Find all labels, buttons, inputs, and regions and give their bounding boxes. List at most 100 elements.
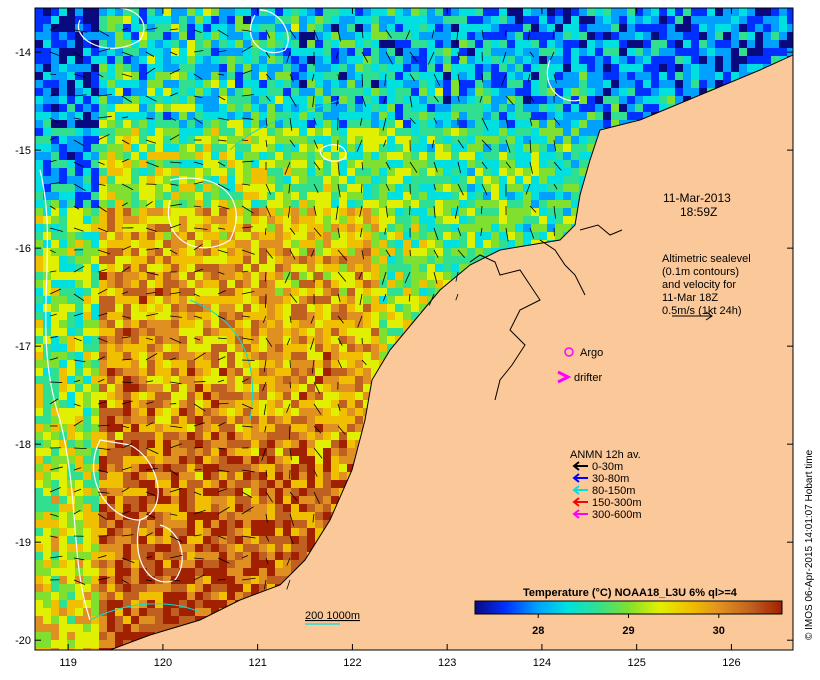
sst-cell (227, 248, 235, 256)
sst-cell (219, 8, 227, 16)
sst-cell (347, 24, 355, 32)
sst-cell (587, 24, 595, 32)
sst-cell (187, 352, 195, 360)
sst-cell (51, 344, 59, 352)
sst-cell (219, 328, 227, 336)
sst-cell (331, 24, 339, 32)
sst-cell (179, 392, 187, 400)
sst-cell (315, 176, 323, 184)
sst-cell (235, 248, 243, 256)
sst-cell (467, 112, 475, 120)
sst-cell (35, 120, 43, 128)
sst-cell (187, 392, 195, 400)
sst-cell (259, 248, 267, 256)
sst-cell (387, 240, 395, 248)
sst-cell (331, 144, 339, 152)
sst-cell (115, 88, 123, 96)
sst-cell (555, 72, 563, 80)
sst-cell (35, 176, 43, 184)
sst-cell (179, 168, 187, 176)
sst-cell (259, 416, 267, 424)
sst-cell (67, 328, 75, 336)
sst-cell (211, 96, 219, 104)
sst-cell (427, 112, 435, 120)
sst-cell (459, 264, 467, 272)
sst-cell (267, 200, 275, 208)
sst-cell (507, 56, 515, 64)
sst-cell (179, 312, 187, 320)
sst-cell (243, 160, 251, 168)
sst-cell (259, 32, 267, 40)
sst-cell (347, 328, 355, 336)
sst-cell (235, 224, 243, 232)
sst-cell (347, 320, 355, 328)
sst-cell (299, 424, 307, 432)
sst-cell (107, 184, 115, 192)
sst-cell (91, 416, 99, 424)
sst-cell (315, 24, 323, 32)
sst-cell (371, 168, 379, 176)
sst-cell (603, 112, 611, 120)
sst-cell (547, 120, 555, 128)
sst-cell (195, 192, 203, 200)
sst-cell (435, 232, 443, 240)
sst-cell (355, 408, 363, 416)
sst-cell (347, 160, 355, 168)
sst-cell (219, 320, 227, 328)
sst-cell (107, 120, 115, 128)
sst-cell (59, 256, 67, 264)
sst-cell (659, 32, 667, 40)
sst-cell (483, 96, 491, 104)
sst-cell (331, 296, 339, 304)
sst-cell (283, 240, 291, 248)
sst-cell (227, 272, 235, 280)
sst-cell (539, 128, 547, 136)
sst-cell (163, 424, 171, 432)
sst-cell (291, 424, 299, 432)
sst-cell (83, 56, 91, 64)
sst-cell (147, 344, 155, 352)
sst-cell (275, 368, 283, 376)
sst-cell (315, 80, 323, 88)
sst-cell (203, 328, 211, 336)
sst-cell (347, 152, 355, 160)
sst-cell (531, 120, 539, 128)
sst-cell (531, 80, 539, 88)
sst-cell (451, 56, 459, 64)
sst-cell (523, 232, 531, 240)
sst-cell (451, 160, 459, 168)
sst-cell (187, 344, 195, 352)
sst-cell (339, 232, 347, 240)
sst-cell (531, 96, 539, 104)
sst-cell (291, 336, 299, 344)
sst-cell (475, 112, 483, 120)
sst-cell (355, 424, 363, 432)
sst-cell (595, 88, 603, 96)
sst-cell (523, 16, 531, 24)
sst-cell (403, 264, 411, 272)
sst-cell (467, 136, 475, 144)
sst-cell (59, 248, 67, 256)
sst-cell (163, 168, 171, 176)
sst-cell (211, 104, 219, 112)
sst-cell (211, 40, 219, 48)
sst-cell (195, 232, 203, 240)
sst-cell (459, 216, 467, 224)
sst-cell (363, 272, 371, 280)
sst-cell (107, 424, 115, 432)
sst-cell (387, 296, 395, 304)
sst-cell (187, 192, 195, 200)
sst-cell (307, 232, 315, 240)
sst-cell (499, 8, 507, 16)
sst-cell (267, 400, 275, 408)
sst-cell (59, 176, 67, 184)
sst-cell (75, 168, 83, 176)
sst-cell (203, 144, 211, 152)
sst-cell (35, 384, 43, 392)
sst-cell (587, 8, 595, 16)
sst-cell (251, 368, 259, 376)
sst-cell (307, 376, 315, 384)
sst-cell (283, 72, 291, 80)
sst-cell (363, 216, 371, 224)
sst-cell (707, 24, 715, 32)
